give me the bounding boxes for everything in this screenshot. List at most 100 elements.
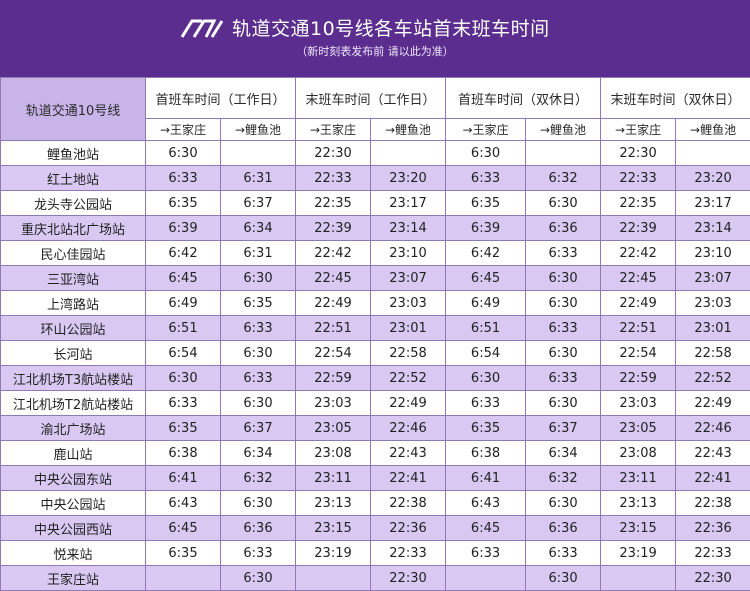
- time-cell: 6:30: [526, 566, 601, 591]
- station-name: 悦来站: [1, 541, 146, 566]
- time-cell: 6:33: [221, 316, 296, 341]
- time-cell: 22:59: [296, 366, 371, 391]
- time-cell: 6:42: [446, 241, 526, 266]
- time-cell: 6:33: [526, 241, 601, 266]
- time-cell: 22:58: [371, 341, 446, 366]
- time-cell: 6:35: [221, 291, 296, 316]
- time-cell: 6:30: [221, 341, 296, 366]
- time-cell: [446, 566, 526, 591]
- time-cell: 6:33: [526, 366, 601, 391]
- time-cell: 23:03: [371, 291, 446, 316]
- time-cell: 6:51: [146, 316, 221, 341]
- time-cell: 6:31: [221, 241, 296, 266]
- station-name: 鲤鱼池站: [1, 141, 146, 166]
- time-cell: [371, 141, 446, 166]
- time-cell: 23:13: [601, 491, 676, 516]
- time-cell: 23:15: [601, 516, 676, 541]
- time-cell: 22:49: [371, 391, 446, 416]
- time-cell: 6:30: [146, 366, 221, 391]
- time-cell: 23:03: [601, 391, 676, 416]
- time-cell: 6:34: [221, 216, 296, 241]
- time-cell: 22:33: [676, 541, 750, 566]
- time-cell: 6:35: [446, 416, 526, 441]
- station-name: 江北机场T2航站楼站: [1, 391, 146, 416]
- time-cell: 6:35: [146, 191, 221, 216]
- time-cell: 22:36: [676, 516, 750, 541]
- direction-header: →鲤鱼池: [526, 119, 601, 141]
- time-cell: 6:36: [526, 216, 601, 241]
- time-cell: 6:30: [146, 141, 221, 166]
- time-cell: 6:43: [146, 491, 221, 516]
- time-cell: [526, 141, 601, 166]
- station-name: 上湾路站: [1, 291, 146, 316]
- time-cell: 6:30: [446, 141, 526, 166]
- time-cell: 6:33: [221, 541, 296, 566]
- time-cell: 23:19: [296, 541, 371, 566]
- time-cell: 6:30: [526, 191, 601, 216]
- time-cell: 22:42: [296, 241, 371, 266]
- station-name: 中央公园东站: [1, 466, 146, 491]
- time-cell: 6:30: [526, 266, 601, 291]
- station-name: 王家庄站: [1, 566, 146, 591]
- time-cell: 6:45: [146, 516, 221, 541]
- time-cell: 6:33: [146, 391, 221, 416]
- time-cell: 6:41: [146, 466, 221, 491]
- time-cell: 23:10: [676, 241, 750, 266]
- header-banner: 轨道交通10号线各车站首末班车时间 （新时刻表发布前 请以此为准）: [0, 0, 750, 77]
- time-cell: 22:38: [371, 491, 446, 516]
- time-cell: 6:37: [526, 416, 601, 441]
- time-cell: 22:49: [601, 291, 676, 316]
- time-cell: 22:33: [296, 166, 371, 191]
- time-cell: 6:41: [446, 466, 526, 491]
- corner-header: 轨道交通10号线: [1, 78, 146, 141]
- direction-header: →王家庄: [446, 119, 526, 141]
- time-cell: 22:33: [371, 541, 446, 566]
- time-cell: 23:03: [676, 291, 750, 316]
- time-cell: 6:43: [446, 491, 526, 516]
- time-cell: 6:51: [446, 316, 526, 341]
- time-cell: 23:10: [371, 241, 446, 266]
- time-cell: 23:08: [296, 441, 371, 466]
- time-cell: 6:39: [446, 216, 526, 241]
- time-cell: 6:30: [446, 366, 526, 391]
- timetable: 轨道交通10号线 首班车时间（工作日） 末班车时间（工作日） 首班车时间（双休日…: [0, 77, 750, 591]
- time-cell: 6:49: [146, 291, 221, 316]
- time-cell: 22:46: [371, 416, 446, 441]
- time-cell: 22:52: [676, 366, 750, 391]
- time-cell: 6:38: [146, 441, 221, 466]
- time-cell: 22:38: [676, 491, 750, 516]
- direction-header: →鲤鱼池: [676, 119, 750, 141]
- time-cell: 6:35: [146, 541, 221, 566]
- time-cell: 6:32: [526, 466, 601, 491]
- time-cell: 6:30: [221, 391, 296, 416]
- time-cell: 6:31: [221, 166, 296, 191]
- time-cell: 6:45: [446, 266, 526, 291]
- time-cell: 22:58: [676, 341, 750, 366]
- time-cell: 6:32: [526, 166, 601, 191]
- time-cell: 22:36: [371, 516, 446, 541]
- time-cell: 23:11: [601, 466, 676, 491]
- page-subtitle: （新时刻表发布前 请以此为准）: [0, 43, 750, 59]
- time-cell: 6:54: [146, 341, 221, 366]
- time-cell: 22:45: [601, 266, 676, 291]
- station-name: 重庆北站北广场站: [1, 216, 146, 241]
- time-cell: 23:14: [676, 216, 750, 241]
- cqrt-logo: [178, 17, 226, 41]
- group-header: 首班车时间（工作日）: [146, 78, 296, 119]
- time-cell: 22:35: [296, 191, 371, 216]
- time-cell: 23:05: [601, 416, 676, 441]
- time-cell: 6:35: [446, 191, 526, 216]
- time-cell: 22:35: [601, 191, 676, 216]
- station-name: 江北机场T3航站楼站: [1, 366, 146, 391]
- time-cell: 6:45: [446, 516, 526, 541]
